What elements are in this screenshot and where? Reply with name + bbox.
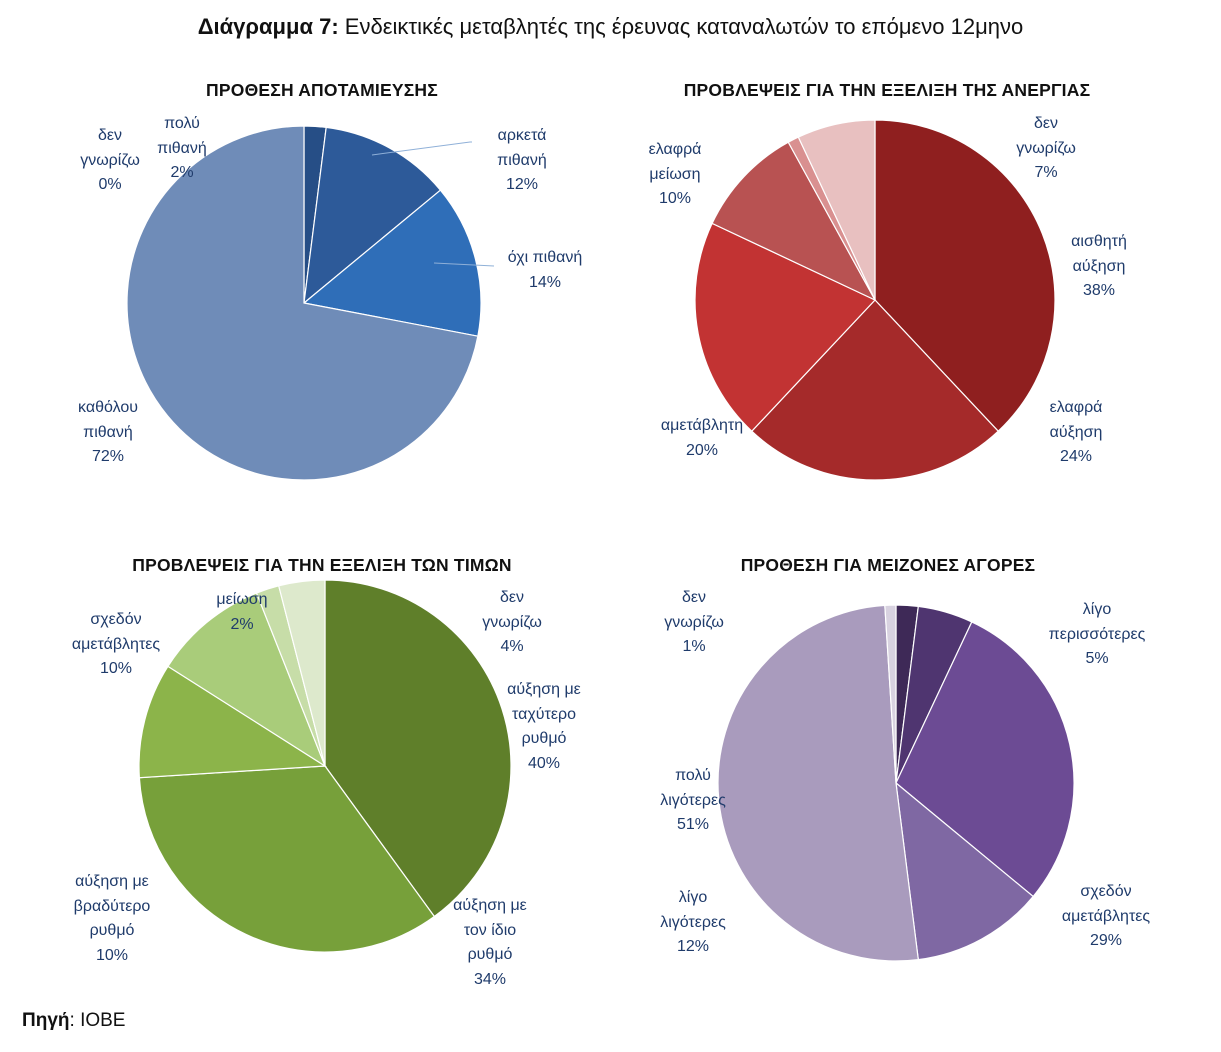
label-text: καθόλου πιθανή [78, 399, 138, 441]
data-label-savings-fairly-likely: αρκετά πιθανή 12% [470, 124, 574, 198]
data-label-purchases-much-fewer: πολύ λιγότερες 51% [638, 764, 748, 838]
pie-slice-unemployment-5 [797, 119, 876, 301]
label-text: ελαφρά μείωση [648, 141, 702, 183]
source-label: Πηγή [22, 1010, 70, 1031]
pie-slice-prices-5 [278, 579, 326, 767]
pie-slice-unemployment-2 [694, 222, 877, 433]
pie-slice-savings-3 [302, 189, 482, 337]
pie-slice-purchases-4 [717, 604, 919, 962]
label-pct: 20% [685, 441, 719, 459]
pie-slice-prices-0 [324, 579, 512, 918]
label-pct: 24% [1059, 448, 1093, 465]
label-text: αύξηση με ταχύτερο ρυθμό [507, 681, 581, 747]
label-pct: 10% [658, 190, 692, 207]
data-label-prices-same-rate: αύξηση με τον ίδιο ρυθμό 34% [432, 894, 548, 992]
label-text: δεν γνωρίζω [482, 589, 542, 631]
data-label-prices-dont-know: δεν γνωρίζω 4% [462, 586, 562, 660]
label-text: σχεδόν αμετάβλητες [71, 611, 161, 653]
pie-slice-prices-1 [138, 765, 436, 953]
data-label-savings-dont-know: δεν γνωρίζω 0% [62, 124, 158, 198]
label-text: ελαφρά αύξηση [1049, 399, 1103, 441]
label-text: πολύ πιθανή [157, 115, 207, 157]
label-pct: 2% [170, 164, 194, 181]
label-pct: 12% [505, 176, 539, 193]
label-text: μείωση [216, 591, 268, 608]
label-text: αρκετά πιθανή [497, 127, 547, 169]
label-pct: 40% [527, 754, 561, 772]
data-label-prices-slower-increase: αύξηση με βραδύτερο ρυθμό 10% [52, 870, 172, 968]
chart-title-purchases: ΠΡΟΘΕΣΗ ΓΙΑ ΜΕΙΖΟΝΕΣ ΑΓΟΡΕΣ [740, 555, 1036, 575]
label-text: σχεδόν αμετάβλητες [1061, 883, 1151, 925]
label-text: λίγο λιγότερες [660, 889, 726, 931]
data-label-prices-faster-increase: αύξηση με ταχύτερο ρυθμό 40% [486, 678, 602, 776]
data-label-purchases-almost-unchanged: σχεδόν αμετάβλητες 29% [1040, 880, 1172, 954]
data-label-unemployment-slight-decrease: ελαφρά μείωση 10% [626, 138, 724, 212]
source-separator: : [69, 1010, 81, 1031]
chart-title-unemployment: ΠΡΟΒΛΕΨΕΙΣ ΓΙΑ ΤΗΝ ΕΞΕΛΙΞΗ ΤΗΣ ΑΝΕΡΓΙΑΣ [683, 80, 1091, 100]
data-label-unemployment-unchanged: αμετάβλητη 20% [640, 414, 764, 463]
label-text: λίγο περισσότερες [1048, 601, 1146, 643]
label-pct: 10% [99, 660, 133, 677]
label-pct: 34% [473, 970, 507, 988]
label-text: όχι πιθανή [507, 249, 583, 266]
data-label-unemployment-dont-know: δεν γνωρίζω 7% [996, 112, 1096, 186]
pie-slice-savings-4 [126, 125, 479, 481]
leader-line-savings-not-likely [433, 262, 495, 267]
label-pct: 5% [1085, 650, 1109, 667]
label-text: δεν γνωρίζω [664, 589, 724, 631]
pie-purchases [717, 604, 1075, 962]
chart-title-prices: ΠΡΟΒΛΕΨΕΙΣ ΓΙΑ ΤΗΝ ΕΞΕΛΙΞΗ ΤΩΝ ΤΙΜΩΝ [132, 555, 512, 575]
label-pct: 2% [230, 615, 254, 633]
label-text: αύξηση με βραδύτερο ρυθμό [73, 873, 151, 939]
pie-slice-purchases-2 [895, 621, 1075, 898]
pie-slice-savings-2 [303, 126, 442, 305]
data-label-unemployment-slight-increase: ελαφρά αύξηση 24% [1024, 396, 1128, 470]
label-text: αύξηση με τον ίδιο ρυθμό [453, 897, 527, 963]
data-label-unemployment-sharp-increase: αισθητή αύξηση 38% [1046, 230, 1152, 304]
data-label-purchases-dont-know: δεν γνωρίζω 1% [642, 586, 746, 660]
label-pct: 7% [1034, 164, 1058, 181]
pie-unemployment [694, 119, 1056, 481]
figure-title-number: Διάγραμμα 7: [197, 14, 339, 39]
label-text: δεν γνωρίζω [1016, 115, 1076, 157]
data-label-savings-very-likely: πολύ πιθανή 2% [136, 112, 228, 186]
data-label-prices-decrease: μείωση 2% [196, 588, 288, 637]
label-pct: 51% [676, 816, 710, 833]
figure-title: Διάγραμμα 7: Ενδεικτικές μεταβλητές της … [0, 14, 1221, 40]
pie-slice-purchases-5 [884, 604, 897, 784]
label-pct: 1% [682, 638, 706, 655]
label-pct: 38% [1082, 282, 1116, 299]
pie-savings [126, 125, 495, 481]
label-pct: 14% [528, 273, 562, 291]
data-label-prices-almost-unchanged: σχεδόν αμετάβλητες 10% [50, 608, 182, 682]
source-value: ΙΟΒΕ [80, 1010, 126, 1031]
label-text: αισθητή αύξηση [1071, 233, 1127, 275]
label-pct: 4% [500, 638, 524, 655]
data-label-purchases-slightly-fewer: λίγο λιγότερες 12% [638, 886, 748, 960]
label-pct: 29% [1089, 932, 1123, 949]
label-text: δεν γνωρίζω [80, 127, 140, 169]
data-label-savings-not-likely: όχι πιθανή 14% [486, 246, 604, 295]
label-pct: 0% [98, 176, 122, 193]
label-text: πολύ λιγότερες [660, 767, 726, 809]
pie-slice-unemployment-1 [750, 299, 1000, 481]
chart-title-savings: ΠΡΟΘΕΣΗ ΑΠΟΤΑΜΙΕΥΣΗΣ [206, 80, 438, 100]
data-label-purchases-slightly-more: λίγο περισσότερες 5% [1034, 598, 1160, 672]
pie-slice-unemployment-3 [711, 141, 877, 302]
figure-title-text: Ενδεικτικές μεταβλητές της έρευνας καταν… [338, 14, 1024, 39]
pie-slice-unemployment-0 [874, 119, 1056, 433]
label-text: αμετάβλητη [660, 417, 744, 434]
label-pct: 12% [676, 938, 710, 955]
data-label-savings-not-at-all: καθόλου πιθανή 72% [52, 396, 164, 470]
source-note: Πηγή: ΙΟΒΕ [22, 1010, 125, 1032]
pie-prices [138, 579, 512, 953]
leader-line-savings-fairly-likely [371, 141, 472, 156]
label-pct: 10% [95, 946, 129, 964]
pie-slice-purchases-3 [895, 781, 1034, 961]
pie-slice-prices-2 [138, 665, 327, 779]
label-pct: 72% [91, 448, 125, 465]
pie-slice-prices-3 [167, 592, 327, 768]
